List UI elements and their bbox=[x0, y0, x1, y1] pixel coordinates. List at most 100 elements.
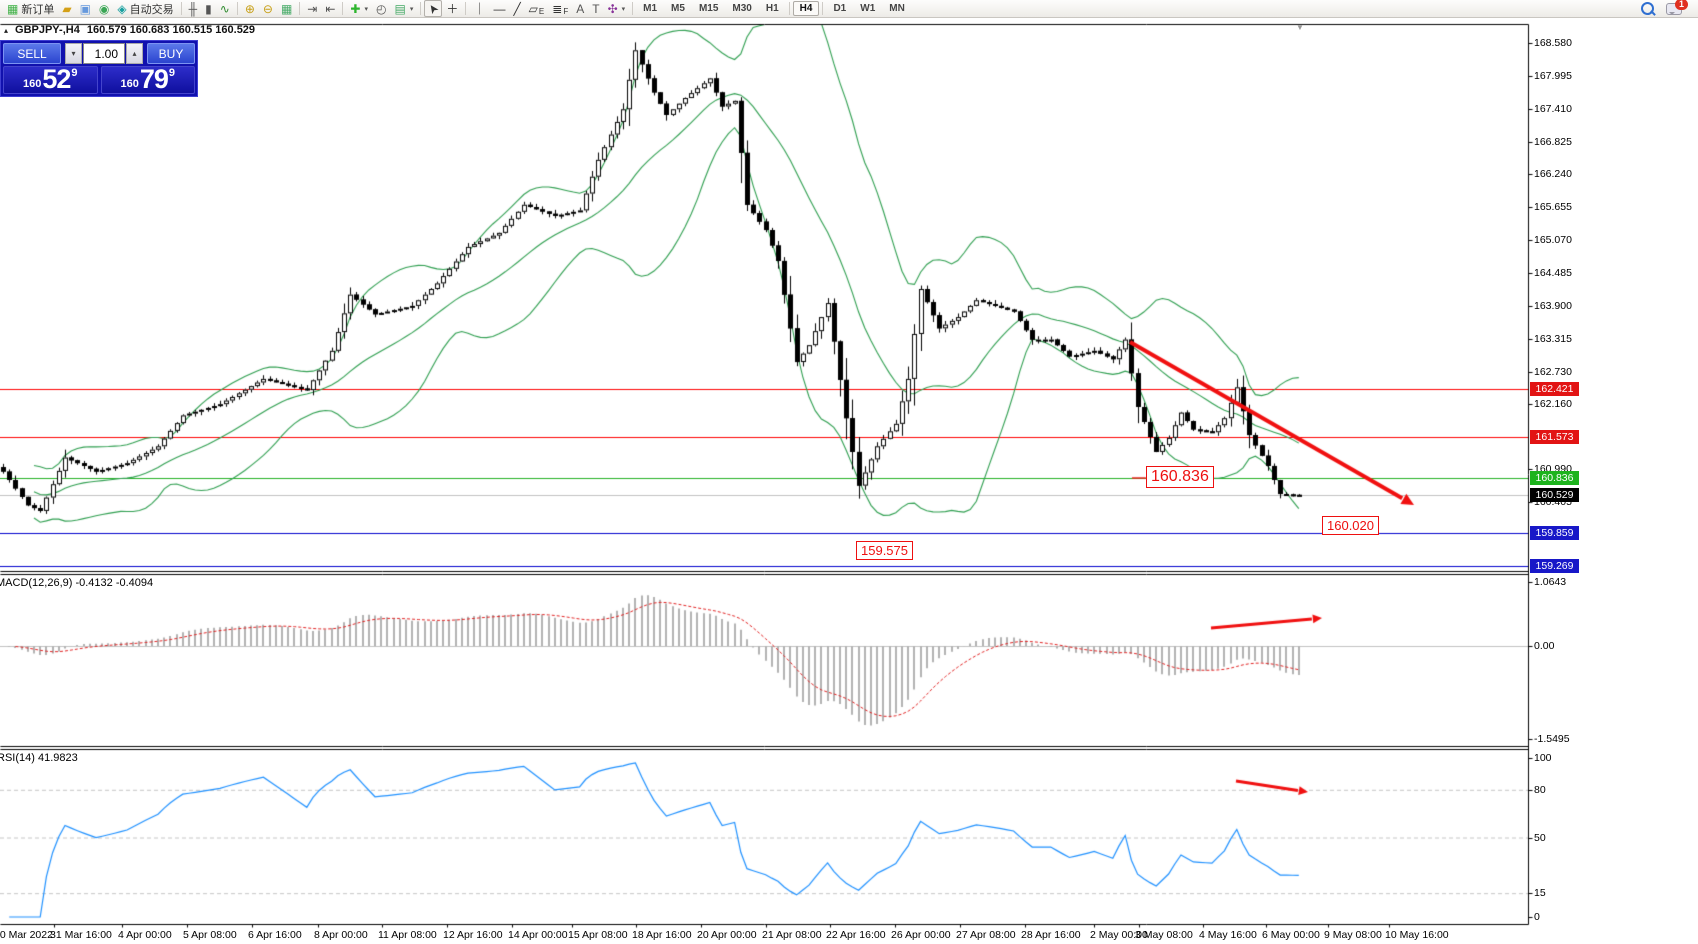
crosshair-button[interactable]: ＋ bbox=[442, 0, 462, 17]
chevron-down-icon: ▾ bbox=[364, 5, 368, 13]
arrows-icon: ✣ bbox=[607, 1, 618, 16]
zoom-in-icon: ⊕ bbox=[244, 1, 255, 16]
timeframe-button-h4[interactable]: H4 bbox=[792, 1, 820, 16]
timeframe-button-d1[interactable]: D1 bbox=[833, 3, 847, 14]
buy-price-prefix: 160 bbox=[120, 78, 139, 90]
line-chart-icon: ∿ bbox=[219, 1, 230, 16]
indicators-button[interactable]: ✚ ▾ bbox=[346, 0, 372, 17]
autotrading-button[interactable]: ◈ 自动交易 bbox=[113, 0, 177, 17]
sell-price-main: 52 bbox=[42, 64, 71, 94]
timeframe-button-mn[interactable]: MN bbox=[889, 3, 905, 14]
timeframe-button-w1[interactable]: W1 bbox=[860, 3, 876, 14]
buy-price-button[interactable]: 160 79 9 bbox=[100, 64, 195, 94]
vertical-line-button[interactable]: ｜ bbox=[469, 0, 489, 17]
text-label-icon: T bbox=[592, 1, 600, 16]
toolbar-separator bbox=[465, 2, 467, 15]
text-icon: A bbox=[576, 1, 585, 16]
autotrading-icon: ◈ bbox=[117, 1, 127, 16]
channel-button[interactable]: ▱ E bbox=[528, 1, 545, 17]
volume-stepper: ▾ 1.00 ▴ bbox=[65, 43, 143, 64]
timeframe-button-m15[interactable]: M15 bbox=[698, 3, 719, 14]
text-button[interactable]: A bbox=[572, 0, 588, 17]
chevron-down-icon: ▾ bbox=[409, 5, 414, 13]
timeframe-button-h1[interactable]: H1 bbox=[765, 3, 779, 14]
toolbar-separator bbox=[342, 2, 344, 15]
fibonacci-icon: ≣ bbox=[552, 1, 563, 16]
tile-windows-button[interactable]: ▦ bbox=[277, 0, 296, 17]
autotrading-button-label: 自动交易 bbox=[129, 3, 174, 16]
toolbar-separator bbox=[788, 2, 790, 15]
volume-increase-button[interactable]: ▴ bbox=[126, 43, 143, 64]
sell-price-prefix: 160 bbox=[22, 78, 42, 90]
volume-input[interactable]: 1.00 bbox=[83, 43, 125, 64]
timeframe-button-m30[interactable]: M30 bbox=[732, 3, 752, 14]
timeframe-button-m1[interactable]: M1 bbox=[643, 3, 658, 14]
volume-decrease-button[interactable]: ▾ bbox=[65, 43, 82, 64]
chat-icon[interactable]: 1 bbox=[1666, 0, 1688, 15]
toolbar-separator bbox=[180, 2, 182, 15]
trendline-button[interactable]: ╱ bbox=[509, 0, 524, 17]
signals-icon-icon: ◉ bbox=[98, 1, 110, 16]
zoom-in-button[interactable]: ⊕ bbox=[241, 0, 259, 17]
buy-price-pip: 9 bbox=[168, 67, 176, 79]
buy-button[interactable]: BUY bbox=[147, 43, 195, 64]
crosshair-icon: ＋ bbox=[446, 1, 459, 16]
gold-bar-icon-icon: ▰ bbox=[62, 1, 72, 16]
buy-price-main: 79 bbox=[139, 64, 169, 94]
periods-button[interactable]: ◴ bbox=[372, 0, 390, 17]
sell-price-pip: 9 bbox=[71, 67, 78, 79]
symbol-caret-icon: ▴ bbox=[4, 26, 9, 35]
toolbar-separator bbox=[632, 2, 634, 15]
chart-shift-button[interactable]: ⇥ bbox=[303, 0, 321, 17]
bar-chart-button[interactable]: ╫ bbox=[185, 0, 202, 17]
symbol-title: GBPJPY-,H4 bbox=[15, 24, 80, 36]
line-chart-button[interactable]: ∿ bbox=[216, 0, 234, 17]
cursor-icon: ➤ bbox=[424, 0, 442, 17]
templates-button[interactable]: ▤ ▾ bbox=[390, 0, 417, 17]
tile-windows-icon: ▦ bbox=[280, 1, 293, 16]
sell-price-button[interactable]: 160 52 9 bbox=[3, 66, 98, 94]
timeframe-button-m5[interactable]: M5 bbox=[671, 3, 685, 14]
search-icon[interactable] bbox=[1641, 2, 1654, 15]
toolbar-separator bbox=[420, 2, 422, 15]
toolbar-separator bbox=[236, 2, 238, 15]
one-click-trade-panel: SELL ▾ 1.00 ▴ BUY 160 52 9 160 79 9 bbox=[0, 40, 198, 97]
chart-shift-icon: ⇥ bbox=[307, 1, 318, 16]
new-order-button-label: 新订单 bbox=[21, 3, 55, 16]
toolbar-right-group: 1 bbox=[1641, 0, 1698, 15]
signals-icon-button[interactable]: ◉ bbox=[95, 0, 113, 17]
auto-scroll-icon: ⇤ bbox=[325, 1, 336, 16]
arrows-button[interactable]: ✣ ▾ bbox=[604, 0, 630, 17]
text-label-button[interactable]: T bbox=[588, 0, 603, 17]
trendline-icon: ╱ bbox=[513, 1, 521, 16]
horizontal-line-button[interactable]: — bbox=[489, 0, 509, 17]
zoom-out-icon: ⊖ bbox=[262, 1, 273, 16]
chart-symbol-line: ▴ GBPJPY-,H4 160.579 160.683 160.515 160… bbox=[4, 24, 255, 36]
candlestick-button[interactable]: ▮ bbox=[201, 0, 216, 17]
new-order-icon: ▦ bbox=[7, 1, 19, 16]
zoom-out-button[interactable]: ⊖ bbox=[259, 0, 277, 17]
channel-icon: ▱ bbox=[528, 1, 538, 16]
bar-chart-icon: ╫ bbox=[188, 1, 198, 16]
toolbar-separator bbox=[822, 2, 824, 15]
vertical-line-icon: ｜ bbox=[473, 1, 486, 16]
cursor-button[interactable]: ➤ bbox=[424, 0, 443, 17]
notification-badge: 1 bbox=[1675, 0, 1688, 10]
sell-button[interactable]: SELL bbox=[3, 43, 61, 64]
community-icon-button[interactable]: ▣ bbox=[76, 0, 95, 17]
periods-icon: ◴ bbox=[376, 1, 387, 16]
symbol-ohlc-values: 160.579 160.683 160.515 160.529 bbox=[86, 24, 256, 36]
chevron-down-icon: ▾ bbox=[621, 5, 626, 13]
horizontal-line-icon: — bbox=[493, 1, 506, 16]
candlestick-icon: ▮ bbox=[205, 1, 212, 16]
main-toolbar: ▦ 新订单 ▰ ▣ ◉ ◈ 自动交易 ╫ ▮ ∿ ⊕ ⊖ ▦ ⇥ ⇤ ✚ ▾ ◴ ▤ ▾ ➤ ＋｜ — ╱ ▱ E ≣ F A T ✣ ▾ M1… bbox=[0, 0, 1698, 18]
auto-scroll-button[interactable]: ⇤ bbox=[321, 0, 339, 17]
gold-bar-icon-button[interactable]: ▰ bbox=[58, 0, 75, 17]
toolbar-separator bbox=[299, 2, 301, 15]
community-icon-icon: ▣ bbox=[79, 1, 91, 16]
new-order-button[interactable]: ▦ 新订单 bbox=[3, 0, 58, 17]
fibonacci-button[interactable]: ≣ F bbox=[552, 1, 569, 17]
indicators-icon: ✚ bbox=[350, 1, 361, 16]
templates-icon: ▤ bbox=[394, 1, 406, 16]
